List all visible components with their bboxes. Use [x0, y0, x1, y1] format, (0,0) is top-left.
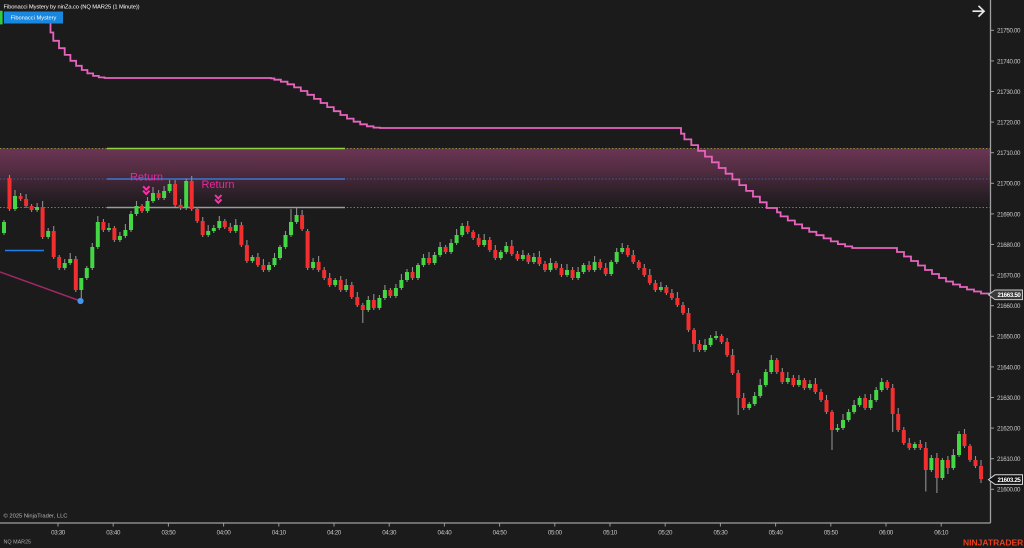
svg-text:04:20: 04:20	[327, 530, 342, 537]
svg-text:21750.00: 21750.00	[997, 28, 1021, 35]
svg-text:21650.00: 21650.00	[997, 334, 1021, 341]
svg-text:21640.00: 21640.00	[997, 364, 1021, 371]
svg-text:21600.00: 21600.00	[997, 487, 1021, 494]
svg-text:21740.00: 21740.00	[997, 58, 1021, 65]
svg-text:© 2025 NinjaTrader, LLC: © 2025 NinjaTrader, LLC	[4, 513, 68, 520]
svg-text:05:40: 05:40	[769, 530, 784, 537]
svg-text:Fibonacci Mystery: Fibonacci Mystery	[11, 16, 57, 22]
svg-text:06:10: 06:10	[934, 530, 949, 537]
svg-text:21603.25: 21603.25	[998, 477, 1022, 484]
svg-text:04:40: 04:40	[437, 530, 452, 537]
svg-text:04:00: 04:00	[217, 530, 232, 537]
svg-text:06:00: 06:00	[879, 530, 894, 537]
svg-text:05:10: 05:10	[603, 530, 618, 537]
svg-text:03:50: 03:50	[161, 530, 176, 537]
svg-text:21730.00: 21730.00	[997, 89, 1021, 96]
svg-text:Fibonacci Mystery by ninZa.co: Fibonacci Mystery by ninZa.co (NQ MAR25 …	[4, 4, 140, 10]
svg-text:Return: Return	[130, 171, 163, 183]
svg-text:NINJATRADER: NINJATRADER	[963, 538, 1023, 548]
svg-text:05:50: 05:50	[824, 530, 839, 537]
svg-text:21700.00: 21700.00	[997, 181, 1021, 188]
svg-text:21610.00: 21610.00	[997, 456, 1021, 463]
svg-text:04:50: 04:50	[493, 530, 508, 537]
svg-text:21670.00: 21670.00	[997, 273, 1021, 280]
svg-text:03:30: 03:30	[51, 530, 66, 537]
svg-text:05:30: 05:30	[713, 530, 728, 537]
svg-text:21690.00: 21690.00	[997, 211, 1021, 218]
svg-text:05:20: 05:20	[658, 530, 673, 537]
svg-text:21720.00: 21720.00	[997, 120, 1021, 127]
svg-text:NQ MAR25: NQ MAR25	[4, 540, 32, 546]
svg-text:21630.00: 21630.00	[997, 395, 1021, 402]
svg-text:21663.50: 21663.50	[998, 292, 1022, 299]
svg-text:04:30: 04:30	[382, 530, 397, 537]
svg-text:03:40: 03:40	[106, 530, 121, 537]
svg-text:21660.00: 21660.00	[997, 303, 1021, 310]
svg-text:21710.00: 21710.00	[997, 150, 1021, 157]
svg-text:05:00: 05:00	[548, 530, 563, 537]
svg-text:04:10: 04:10	[272, 530, 287, 537]
svg-text:21620.00: 21620.00	[997, 426, 1021, 433]
svg-text:Return: Return	[201, 179, 234, 191]
svg-text:21680.00: 21680.00	[997, 242, 1021, 249]
